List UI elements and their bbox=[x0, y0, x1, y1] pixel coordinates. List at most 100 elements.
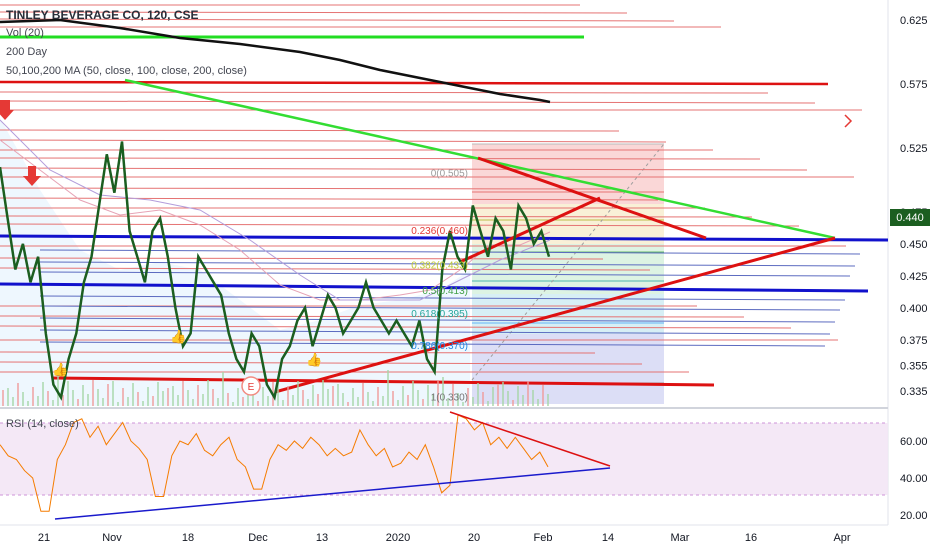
red-wedge-upper[interactable] bbox=[477, 156, 707, 240]
volume-bar bbox=[252, 392, 254, 406]
volume-bar bbox=[37, 396, 39, 406]
volume-bar bbox=[237, 388, 239, 406]
volume-bar bbox=[312, 385, 314, 406]
rsi-line[interactable] bbox=[0, 414, 549, 512]
volume-indicator-label[interactable]: Vol (20) bbox=[6, 27, 44, 39]
price-tick-label: 0.525 bbox=[900, 143, 928, 155]
down-arrow-marker[interactable] bbox=[23, 166, 41, 186]
rsi-support-line[interactable] bbox=[54, 467, 611, 520]
volume-bar bbox=[357, 397, 359, 406]
fib-level-label: 0(0.505) bbox=[431, 169, 468, 180]
price-tick-label: 0.425 bbox=[900, 271, 928, 283]
volume-bar bbox=[467, 388, 469, 406]
volume-bar bbox=[287, 386, 289, 406]
fib-level-label: 0.236(0.460) bbox=[411, 226, 468, 237]
earnings-marker[interactable] bbox=[241, 376, 261, 396]
price-tick-label: 0.625 bbox=[900, 15, 928, 27]
volume-bar bbox=[162, 391, 164, 406]
rsi-tick-label: 20.00 bbox=[900, 510, 928, 522]
support-line bbox=[39, 271, 851, 277]
time-axis-ticks: 21 Nov 18 Dec 13 2020 20 Feb 14 Mar 16 Apr bbox=[38, 532, 851, 544]
volume-bar bbox=[347, 402, 349, 406]
volume-bar bbox=[182, 381, 184, 406]
volume-bar bbox=[367, 392, 369, 406]
time-tick-label: 18 bbox=[182, 532, 194, 544]
volume-bar bbox=[382, 396, 384, 406]
rsi-tick-label: 60.00 bbox=[900, 436, 928, 448]
ma-200-line[interactable] bbox=[0, 18, 551, 104]
time-tick-label: Feb bbox=[534, 532, 553, 544]
volume-bar bbox=[197, 385, 199, 406]
resistance-line bbox=[0, 267, 651, 271]
fib-level-label: 0.382(0.433) bbox=[411, 261, 468, 272]
volume-bar bbox=[232, 402, 234, 406]
price-axis[interactable] bbox=[888, 0, 932, 550]
volume-bar bbox=[137, 392, 139, 406]
red-support-line[interactable] bbox=[51, 376, 715, 387]
volume-bar bbox=[332, 386, 334, 406]
volume-bar bbox=[87, 394, 89, 406]
resistance-line bbox=[0, 100, 816, 104]
volume-bar bbox=[442, 377, 444, 406]
time-tick-label: 21 bbox=[38, 532, 50, 544]
fib-level-label: 1(0.330) bbox=[431, 392, 468, 403]
volume-bar bbox=[112, 381, 114, 406]
volume-bar bbox=[132, 383, 134, 406]
volume-bar bbox=[407, 395, 409, 406]
volume-bar bbox=[387, 370, 389, 406]
rsi-resistance-line[interactable] bbox=[449, 411, 611, 467]
support-line bbox=[39, 341, 826, 347]
support-line bbox=[39, 329, 831, 335]
day-indicator-label[interactable]: 200 Day bbox=[6, 46, 47, 58]
last-price-value: 0.440 bbox=[896, 212, 924, 224]
resistance-line bbox=[0, 11, 628, 14]
resistance-line bbox=[0, 325, 792, 329]
volume-bar bbox=[497, 384, 499, 406]
volume-bar bbox=[167, 388, 169, 406]
resistance-line bbox=[0, 18, 675, 22]
volume-bar bbox=[277, 379, 279, 406]
volume-bar bbox=[307, 399, 309, 406]
volume-bar bbox=[427, 385, 429, 406]
volume-bar bbox=[142, 401, 144, 406]
rsi-indicator-label[interactable]: RSI (14, close) bbox=[6, 418, 79, 430]
fib-level-label: 0.786(0.370) bbox=[411, 341, 468, 352]
volume-bar bbox=[507, 391, 509, 406]
volume-bar bbox=[532, 390, 534, 406]
volume-bar bbox=[512, 400, 514, 406]
chart-title[interactable]: TINLEY BEVERAGE CO, 120, CSE bbox=[6, 8, 199, 22]
volume-bar bbox=[502, 382, 504, 406]
price-tick-label: 0.400 bbox=[900, 303, 928, 315]
thumbs-up-marker[interactable]: 👍 bbox=[170, 329, 186, 344]
volume-bar bbox=[447, 398, 449, 406]
volume-bar bbox=[217, 398, 219, 406]
price-tick-label: 0.375 bbox=[900, 335, 928, 347]
blue-level-line-upper[interactable] bbox=[0, 234, 889, 242]
volume-bar bbox=[352, 388, 354, 406]
thumbs-up-marker[interactable]: 👍 bbox=[306, 352, 322, 367]
volume-bar bbox=[342, 393, 344, 406]
volume-bar bbox=[437, 380, 439, 406]
ma-indicator-label[interactable]: 50,100,200 MA (50, close, 100, close, 20… bbox=[6, 65, 247, 77]
volume-bar bbox=[397, 400, 399, 406]
thumbs-up-marker[interactable]: 👍 bbox=[52, 362, 68, 377]
volume-bar bbox=[22, 392, 24, 406]
volume-bar bbox=[462, 402, 464, 406]
resistance-line bbox=[0, 167, 808, 171]
resistance-line bbox=[0, 351, 596, 354]
down-arrow-marker[interactable] bbox=[0, 100, 14, 120]
chevron-right-icon[interactable] bbox=[844, 114, 853, 128]
price-line[interactable] bbox=[0, 141, 551, 401]
earnings-marker-label: E bbox=[248, 382, 255, 393]
volume-bar bbox=[207, 380, 209, 406]
resistance-line bbox=[0, 223, 800, 227]
time-tick-label: 16 bbox=[745, 532, 757, 544]
volume-bar bbox=[372, 401, 374, 406]
red-rising-trend-line[interactable] bbox=[274, 236, 836, 394]
volume-bar bbox=[412, 381, 414, 406]
volume-bar bbox=[267, 396, 269, 406]
last-price-badge[interactable] bbox=[890, 209, 930, 226]
volume-bar bbox=[282, 400, 284, 406]
volume-bar bbox=[392, 391, 394, 406]
